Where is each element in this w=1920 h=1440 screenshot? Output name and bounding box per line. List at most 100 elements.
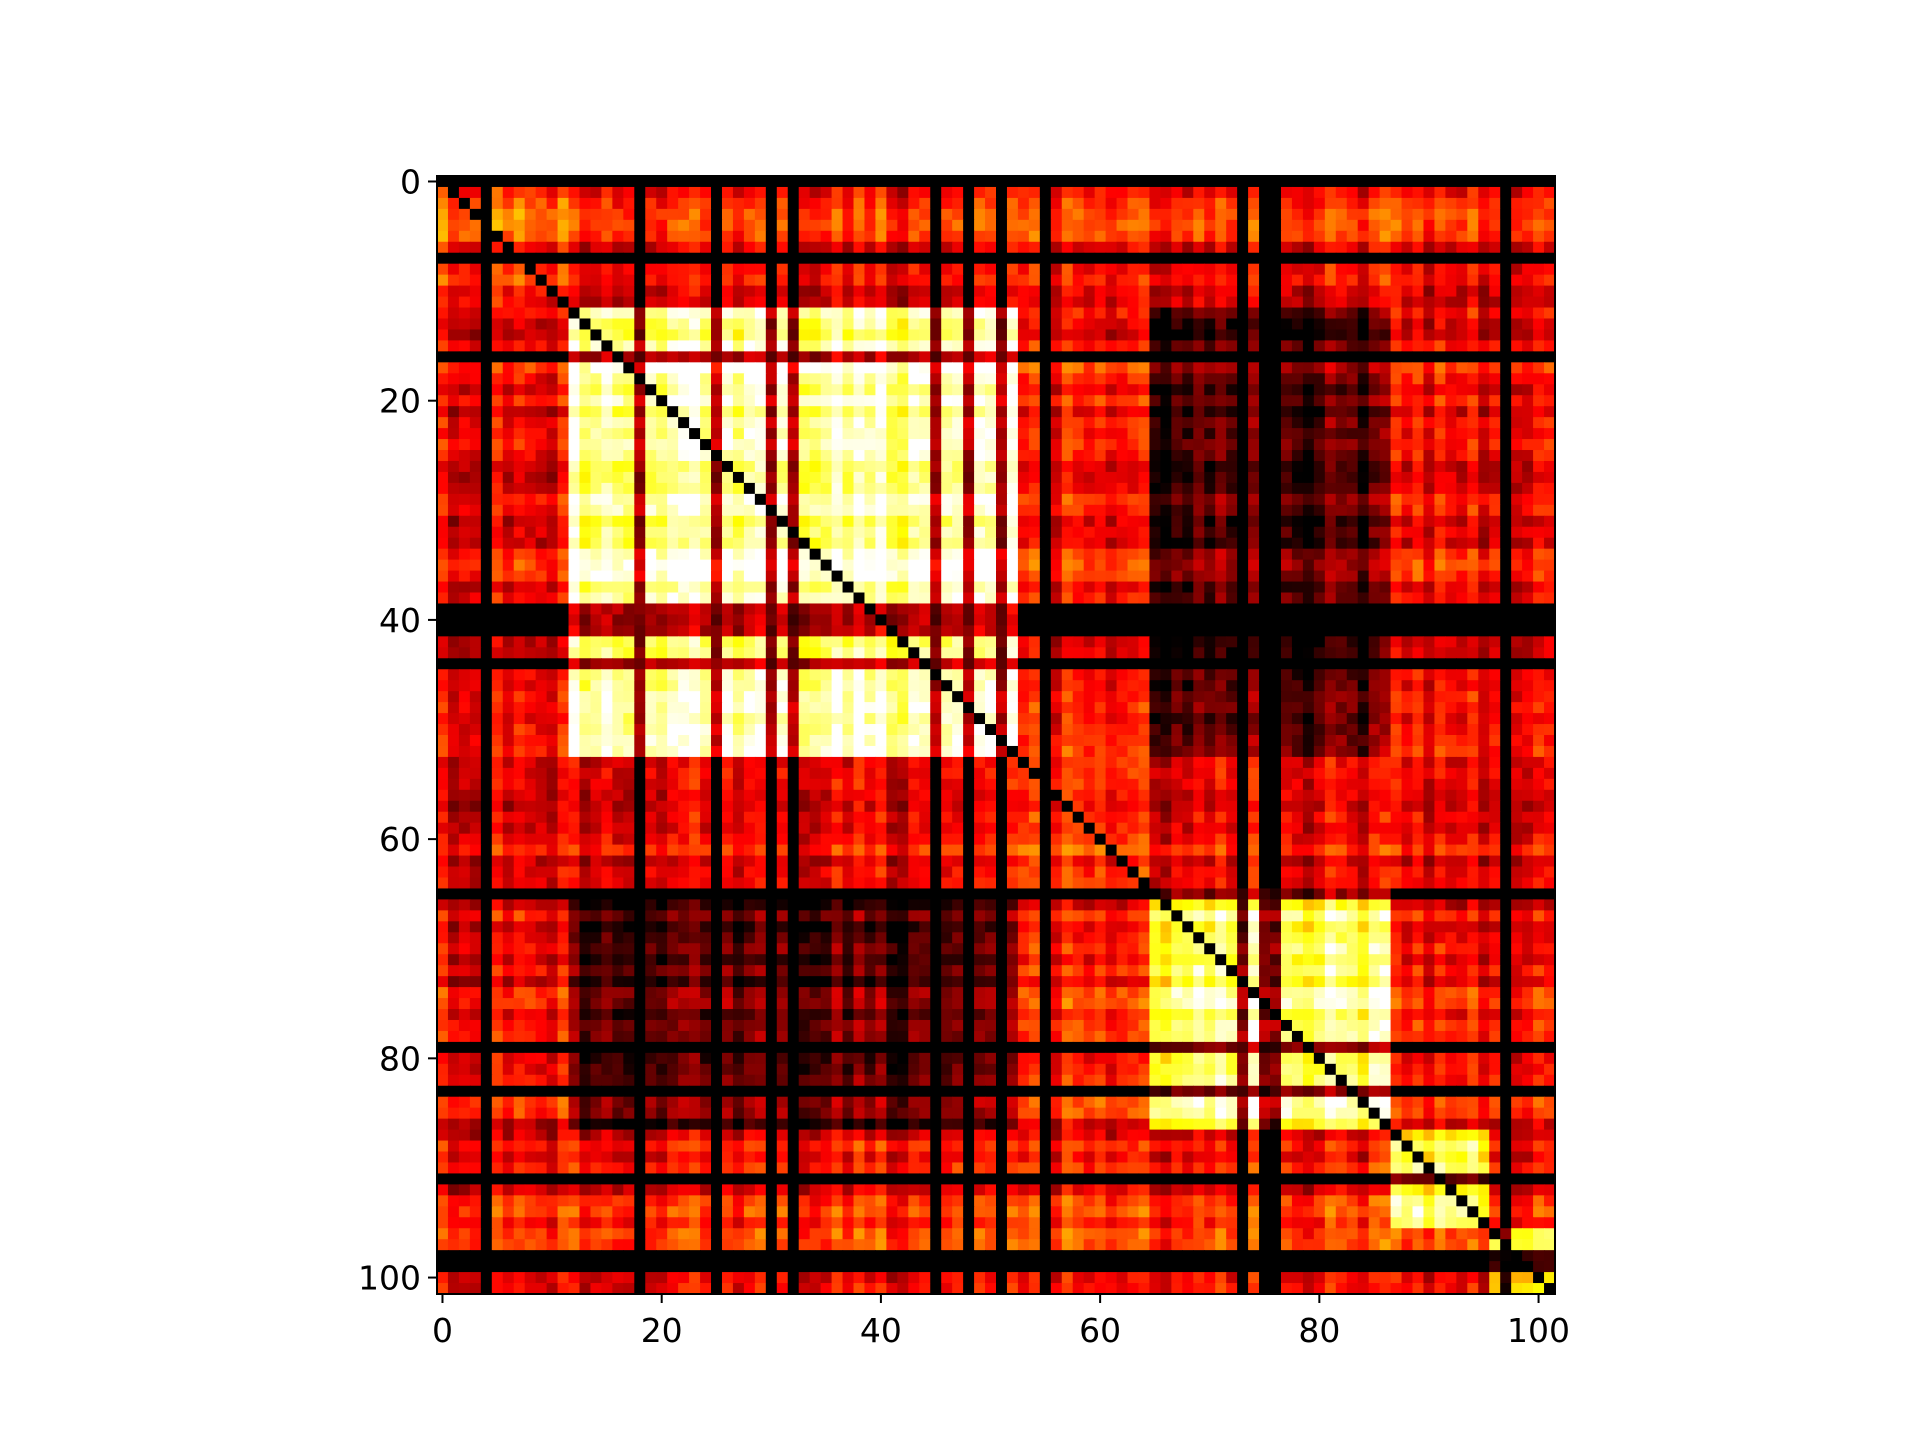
heatmap-cell bbox=[711, 329, 723, 342]
heatmap-cell bbox=[1456, 460, 1468, 473]
heatmap-cell bbox=[1237, 219, 1249, 232]
heatmap-cell bbox=[491, 252, 504, 265]
heatmap-cell bbox=[1061, 307, 1074, 320]
heatmap-cell bbox=[1072, 351, 1085, 363]
heatmap-cell bbox=[623, 340, 635, 352]
heatmap-cell bbox=[1127, 373, 1140, 385]
heatmap-cell bbox=[656, 669, 668, 681]
heatmap-cell bbox=[798, 493, 811, 506]
heatmap-cell bbox=[1050, 702, 1063, 714]
heatmap-cell bbox=[1533, 318, 1545, 331]
heatmap-cell bbox=[1522, 384, 1534, 396]
heatmap-cell bbox=[1270, 702, 1282, 714]
heatmap-cell bbox=[1423, 439, 1436, 451]
heatmap-cell bbox=[765, 307, 778, 320]
heatmap-cell bbox=[1500, 570, 1512, 583]
heatmap-cell bbox=[1500, 285, 1512, 298]
heatmap-cell bbox=[1445, 263, 1457, 276]
heatmap-cell bbox=[1138, 537, 1151, 550]
heatmap-cell bbox=[1522, 625, 1534, 637]
heatmap-cell bbox=[754, 570, 767, 583]
heatmap-cell bbox=[590, 208, 603, 221]
heatmap-cell bbox=[1313, 504, 1326, 517]
heatmap-cell bbox=[1116, 428, 1129, 440]
heatmap-cell bbox=[689, 428, 701, 440]
heatmap-cell bbox=[1522, 428, 1534, 440]
heatmap-cell bbox=[886, 329, 898, 342]
heatmap-cell bbox=[1368, 285, 1381, 298]
heatmap-cell bbox=[1094, 559, 1107, 572]
heatmap-cell bbox=[1346, 526, 1359, 539]
heatmap-cell bbox=[1127, 702, 1140, 714]
heatmap-cell bbox=[1171, 669, 1183, 681]
heatmap-cell bbox=[1412, 471, 1425, 484]
heatmap-cell bbox=[1291, 329, 1304, 342]
heatmap-cell bbox=[1357, 176, 1370, 188]
heatmap-cell bbox=[1061, 439, 1074, 451]
heatmap-cell bbox=[787, 362, 800, 374]
heatmap-cell bbox=[875, 428, 887, 440]
heatmap-cell bbox=[1511, 625, 1523, 637]
heatmap-cell bbox=[623, 296, 635, 309]
heatmap-cell bbox=[689, 504, 701, 517]
heatmap-cell bbox=[568, 307, 581, 320]
heatmap-cell bbox=[1193, 614, 1205, 626]
heatmap-cell bbox=[1280, 515, 1293, 528]
heatmap-cell bbox=[568, 658, 581, 670]
heatmap-cell bbox=[1215, 263, 1227, 276]
heatmap-cell bbox=[886, 471, 898, 484]
heatmap-cell bbox=[1193, 515, 1205, 528]
heatmap-cell bbox=[1302, 647, 1315, 659]
heatmap-cell bbox=[623, 329, 635, 342]
heatmap-cell bbox=[787, 197, 800, 210]
heatmap-cell bbox=[623, 208, 635, 221]
heatmap-cell bbox=[798, 252, 811, 265]
heatmap-cell bbox=[601, 406, 613, 418]
heatmap-cell bbox=[557, 537, 570, 550]
heatmap-cell bbox=[711, 537, 723, 550]
heatmap-cell bbox=[809, 603, 822, 616]
heatmap-cell bbox=[700, 493, 712, 506]
heatmap-cell bbox=[930, 230, 942, 243]
heatmap-cell bbox=[1083, 548, 1096, 561]
heatmap-cell bbox=[1280, 197, 1293, 210]
heatmap-cell bbox=[776, 296, 789, 309]
heatmap-cell bbox=[1083, 526, 1096, 539]
heatmap-cell bbox=[1061, 263, 1074, 276]
heatmap-cell bbox=[447, 439, 460, 451]
heatmap-cell bbox=[1500, 471, 1512, 484]
heatmap-cell bbox=[1544, 176, 1556, 188]
heatmap-cell bbox=[1401, 537, 1414, 550]
heatmap-cell bbox=[557, 636, 570, 648]
heatmap-cell bbox=[787, 329, 800, 342]
heatmap-cell bbox=[919, 603, 931, 616]
heatmap-cell bbox=[579, 318, 592, 331]
heatmap-cell bbox=[1467, 439, 1479, 451]
heatmap-cell bbox=[963, 636, 975, 648]
heatmap-cell bbox=[908, 197, 920, 210]
heatmap-cell bbox=[546, 504, 559, 517]
heatmap-cell bbox=[1335, 263, 1348, 276]
heatmap-cell bbox=[502, 603, 515, 616]
heatmap-cell bbox=[809, 307, 822, 320]
heatmap-cell bbox=[1500, 625, 1512, 637]
heatmap-cell bbox=[1226, 450, 1238, 462]
heatmap-cell bbox=[1533, 450, 1545, 462]
heatmap-cell bbox=[1357, 669, 1370, 681]
heatmap-cell bbox=[623, 186, 635, 199]
heatmap-cell bbox=[502, 515, 515, 528]
heatmap-cell bbox=[1116, 460, 1129, 473]
heatmap-cell bbox=[1324, 658, 1337, 670]
heatmap-cell bbox=[1237, 614, 1249, 626]
heatmap-cell bbox=[1467, 208, 1479, 221]
heatmap-cell bbox=[1302, 559, 1315, 572]
heatmap-cell bbox=[1478, 186, 1490, 199]
heatmap-cell bbox=[974, 428, 986, 440]
heatmap-cell bbox=[524, 603, 537, 616]
heatmap-cell bbox=[1324, 263, 1337, 276]
heatmap-cell bbox=[853, 636, 866, 648]
heatmap-cell bbox=[480, 526, 493, 539]
heatmap-cell bbox=[689, 691, 701, 703]
heatmap-cell bbox=[831, 515, 844, 528]
heatmap-cell bbox=[447, 252, 460, 265]
